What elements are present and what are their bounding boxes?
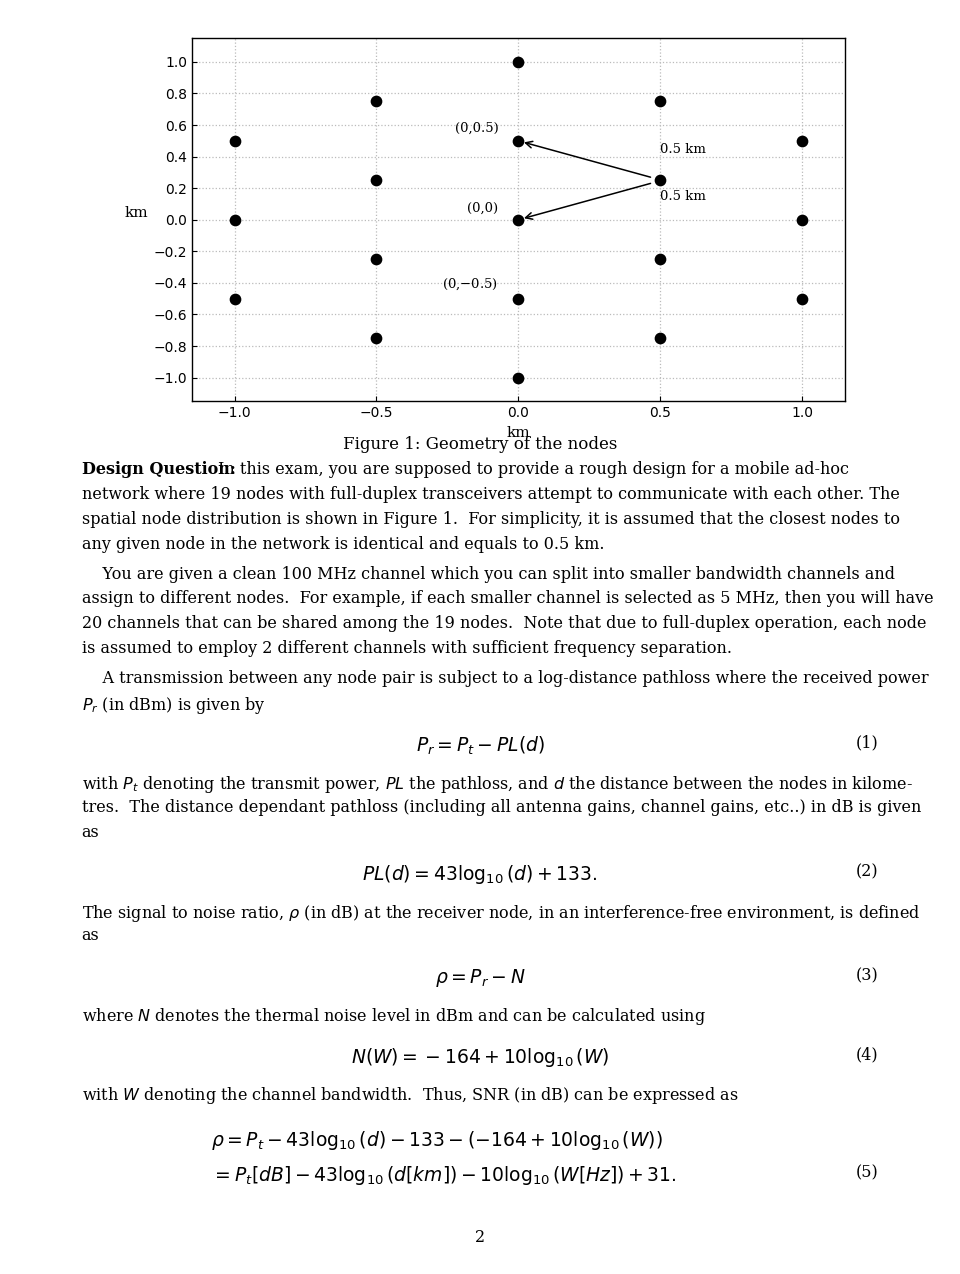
Text: $N(W) = -164 + 10\log_{10}(W)$: $N(W) = -164 + 10\log_{10}(W)$ bbox=[350, 1046, 610, 1069]
Y-axis label: km: km bbox=[125, 206, 149, 219]
Text: $P_r = P_t - PL(d)$: $P_r = P_t - PL(d)$ bbox=[416, 734, 544, 757]
Text: $\rho = P_t - 43\log_{10}(d) - 133 - (-164 + 10\log_{10}(W))$: $\rho = P_t - 43\log_{10}(d) - 133 - (-1… bbox=[211, 1129, 663, 1152]
Text: is assumed to employ 2 different channels with sufficient frequency separation.: is assumed to employ 2 different channel… bbox=[82, 640, 732, 657]
Text: The signal to noise ratio, $\rho$ (in dB) at the receiver node, in an interferen: The signal to noise ratio, $\rho$ (in dB… bbox=[82, 902, 920, 924]
Point bbox=[511, 288, 526, 308]
Text: (3): (3) bbox=[855, 967, 878, 984]
Text: A transmission between any node pair is subject to a log-distance pathloss where: A transmission between any node pair is … bbox=[82, 670, 928, 687]
Text: (0,0.5): (0,0.5) bbox=[455, 121, 498, 135]
Point bbox=[653, 171, 668, 191]
Text: 20 channels that can be shared among the 19 nodes.  Note that due to full-duplex: 20 channels that can be shared among the… bbox=[82, 615, 926, 632]
Point bbox=[653, 327, 668, 348]
Text: (4): (4) bbox=[855, 1046, 878, 1063]
Text: 0.5 km: 0.5 km bbox=[660, 144, 707, 157]
Text: 2: 2 bbox=[475, 1229, 485, 1246]
Point bbox=[511, 209, 526, 229]
Point bbox=[227, 288, 242, 308]
Text: (5): (5) bbox=[855, 1164, 878, 1181]
Point bbox=[227, 209, 242, 229]
Text: You are given a clean 100 MHz channel which you can split into smaller bandwidth: You are given a clean 100 MHz channel wh… bbox=[82, 566, 895, 582]
Point bbox=[369, 248, 384, 269]
Text: $P_r$ (in dBm) is given by: $P_r$ (in dBm) is given by bbox=[82, 694, 266, 716]
Point bbox=[369, 327, 384, 348]
Point bbox=[511, 367, 526, 387]
Point bbox=[653, 248, 668, 269]
Text: Figure 1: Geometry of the nodes: Figure 1: Geometry of the nodes bbox=[343, 436, 617, 452]
Text: In this exam, you are supposed to provide a rough design for a mobile ad-hoc: In this exam, you are supposed to provid… bbox=[218, 461, 849, 478]
Text: with $P_t$ denoting the transmit power, $PL$ the pathloss, and $d$ the distance : with $P_t$ denoting the transmit power, … bbox=[82, 773, 912, 795]
Text: where $N$ denotes the thermal noise level in dBm and can be calculated using: where $N$ denotes the thermal noise leve… bbox=[82, 1006, 706, 1027]
Point bbox=[511, 52, 526, 73]
Text: (1): (1) bbox=[855, 734, 878, 752]
Point bbox=[795, 131, 810, 152]
Text: as: as bbox=[82, 823, 99, 841]
Text: as: as bbox=[82, 927, 99, 944]
Text: network where 19 nodes with full-duplex transceivers attempt to communicate with: network where 19 nodes with full-duplex … bbox=[82, 485, 900, 503]
Point bbox=[795, 288, 810, 308]
Point bbox=[227, 131, 242, 152]
Text: with $W$ denoting the channel bandwidth.  Thus, SNR (in dB) can be expressed as: with $W$ denoting the channel bandwidth.… bbox=[82, 1085, 738, 1106]
Text: 0.5 km: 0.5 km bbox=[660, 190, 707, 203]
Text: $\rho = P_r - N$: $\rho = P_r - N$ bbox=[435, 967, 525, 989]
Point bbox=[795, 209, 810, 229]
Point bbox=[369, 92, 384, 112]
X-axis label: km: km bbox=[507, 426, 530, 440]
Text: spatial node distribution is shown in Figure 1.  For simplicity, it is assumed t: spatial node distribution is shown in Fi… bbox=[82, 511, 900, 527]
Text: Design Question:: Design Question: bbox=[82, 461, 235, 478]
Text: (2): (2) bbox=[855, 862, 878, 880]
Text: $PL(d) = 43\log_{10}(d) + 133.$: $PL(d) = 43\log_{10}(d) + 133.$ bbox=[362, 862, 598, 887]
Point bbox=[653, 92, 668, 112]
Point bbox=[511, 131, 526, 152]
Text: $= P_t[dB] - 43\log_{10}(d[km]) - 10\log_{10}(W[Hz]) + 31.$: $= P_t[dB] - 43\log_{10}(d[km]) - 10\log… bbox=[211, 1164, 677, 1187]
Text: tres.  The distance dependant pathloss (including all antenna gains, channel gai: tres. The distance dependant pathloss (i… bbox=[82, 799, 921, 815]
Text: any given node in the network is identical and equals to 0.5 km.: any given node in the network is identic… bbox=[82, 535, 604, 553]
Text: (0,0): (0,0) bbox=[468, 203, 498, 215]
Point bbox=[369, 171, 384, 191]
Text: (0,$-$0.5): (0,$-$0.5) bbox=[443, 276, 498, 292]
Text: assign to different nodes.  For example, if each smaller channel is selected as : assign to different nodes. For example, … bbox=[82, 590, 933, 608]
